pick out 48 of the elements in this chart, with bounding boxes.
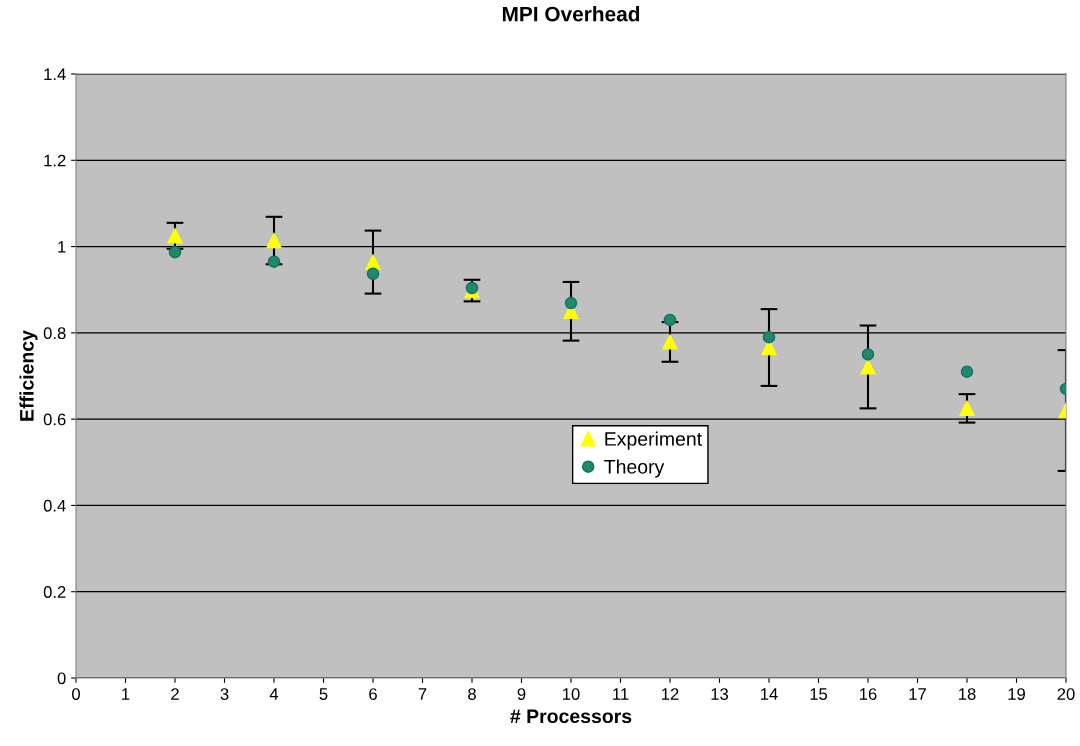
x-tick-label: 4 [269, 688, 279, 700]
point [564, 296, 578, 310]
point [267, 255, 281, 268]
point [168, 245, 182, 259]
x-tick-label: 9 [517, 688, 526, 700]
x-tick-label: 2 [171, 688, 179, 700]
y-tick-label: 0 [57, 672, 66, 685]
x-tick-label: 14 [761, 688, 778, 700]
x-tick-label: 6 [369, 688, 377, 700]
point [167, 228, 183, 244]
x-tick-label: 19 [1008, 688, 1025, 700]
x-tick-label: 0 [72, 688, 80, 700]
point [465, 281, 479, 295]
point [662, 334, 678, 350]
x-tick-label: 5 [319, 688, 328, 700]
point [861, 348, 875, 361]
x-tick-label: 3 [220, 688, 229, 700]
x-tick-label: 1 [122, 688, 130, 700]
point [762, 330, 776, 344]
x-tick-label: 16 [860, 688, 877, 700]
legend-label: Experiment [605, 431, 702, 450]
x-tick-label: 12 [662, 688, 679, 700]
y-tick-label: 1 [58, 241, 66, 253]
chart-title: MPI Overhead [502, 6, 640, 22]
x-tick-label: 10 [563, 688, 580, 700]
point [366, 267, 380, 281]
point [663, 313, 677, 327]
y-tick-label: 0.8 [43, 327, 66, 340]
point [959, 400, 975, 416]
point [960, 365, 974, 378]
x-tick-label: 17 [909, 688, 926, 700]
x-axis-title: # Processors [510, 709, 632, 724]
point [266, 232, 282, 249]
x-tick-label: 13 [711, 688, 729, 700]
y-axis-title: Efficiency [19, 330, 38, 421]
y-tick-label: 0.6 [43, 413, 66, 426]
x-tick-label: 8 [468, 688, 476, 700]
point [860, 359, 876, 375]
legend-label: Theory [604, 459, 665, 478]
x-tick-label: 11 [613, 688, 629, 700]
y-tick-label: 1.2 [44, 154, 66, 167]
x-tick-label: 20 [1057, 688, 1075, 700]
x-tick-label: 18 [959, 688, 976, 700]
x-tick-label: 15 [810, 688, 828, 700]
x-tick-label: 7 [418, 688, 427, 700]
y-tick-label: 0.4 [43, 499, 66, 512]
y-tick-label: 1.4 [44, 68, 66, 81]
y-tick-label: 0.2 [43, 586, 66, 598]
